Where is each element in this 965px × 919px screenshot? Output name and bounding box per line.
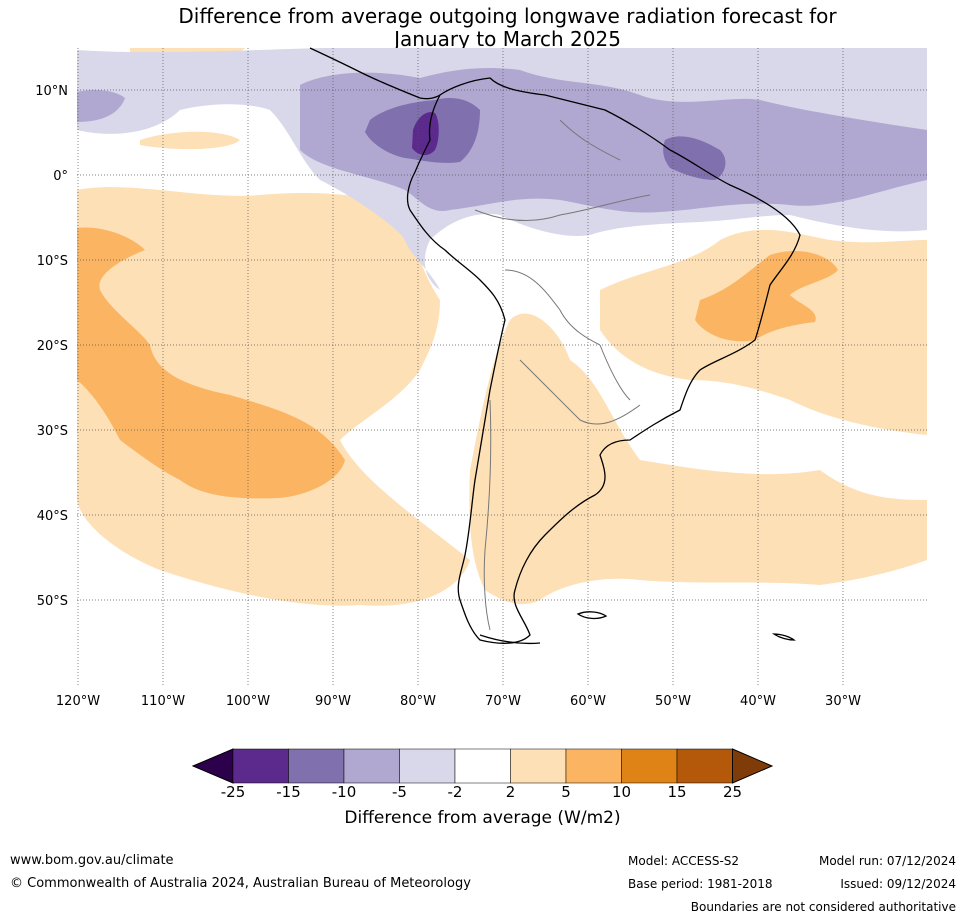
colorbar-bin-10-5 <box>343 748 400 784</box>
colorbar-tick-label: -10 <box>331 783 357 801</box>
colorbar-tick-label: -5 <box>392 783 407 801</box>
base-period: Base period: 1981-2018 <box>628 877 773 891</box>
central-america-coastline <box>309 47 441 100</box>
issued-date: Issued: 09/12/2024 <box>840 877 956 891</box>
lat-label-20s: 20°S <box>37 339 68 354</box>
lat-label-10s: 10°S <box>37 254 68 269</box>
colorbar-extend-low <box>191 748 234 784</box>
colorbar-tick-label: -2 <box>447 783 463 801</box>
lon-label-50w: 50°W <box>655 694 691 709</box>
ocean-positive-anomaly-pale <box>77 187 470 606</box>
website-link[interactable]: www.bom.gov.au/climate <box>10 853 174 868</box>
olr-anomaly-map: 10°N 0° 10°S 20°S 30°S 40°S 50°S 120°W 1… <box>35 47 927 709</box>
continent-positive-anomaly-pale <box>469 313 927 605</box>
colorbar-tick-label: 25 <box>722 783 743 801</box>
colorbar-bin-5-2 <box>399 748 456 784</box>
colorbar-bin-25-15 <box>232 748 289 784</box>
colombia-negative-anomaly-dark <box>412 112 439 156</box>
longitude-labels: 120°W 110°W 100°W 90°W 80°W 70°W 60°W 50… <box>56 694 861 709</box>
colorbar-bin-15-10 <box>288 748 345 784</box>
colorbar-bin-2-2 <box>454 748 511 784</box>
lon-label-40w: 40°W <box>740 694 776 709</box>
lon-label-120w: 120°W <box>56 694 100 709</box>
graticule <box>77 48 927 685</box>
brazil-positive-anomaly-light <box>695 250 838 342</box>
lon-label-90w: 90°W <box>315 694 351 709</box>
country-borders <box>474 119 651 631</box>
colorbar-tick-label: 2 <box>505 783 516 801</box>
amazon-negative-anomaly-mid <box>663 136 726 180</box>
lat-label-0: 0° <box>53 169 68 184</box>
copyright-text: © Commonwealth of Australia 2024, Austra… <box>10 876 471 891</box>
lon-label-70w: 70°W <box>485 694 521 709</box>
colorbar-extend-high <box>732 748 774 784</box>
colorbar-label: Difference from average (W/m2) <box>344 808 621 828</box>
falklands-coastline <box>576 611 608 620</box>
colorbar-tick-label: -25 <box>220 783 246 801</box>
colorbar-tick-label: 10 <box>611 783 632 801</box>
anomaly-fields <box>77 48 927 606</box>
lon-label-80w: 80°W <box>400 694 436 709</box>
lon-label-30w: 30°W <box>825 694 861 709</box>
lon-label-60w: 60°W <box>570 694 606 709</box>
colorbar-tick-label: 5 <box>561 783 571 801</box>
map-title-line1: Difference from average outgoing longwav… <box>178 4 837 28</box>
lat-label-40s: 40°S <box>37 509 68 524</box>
colorbar-bin-5-10 <box>565 748 622 784</box>
lat-label-50s: 50°S <box>37 594 68 609</box>
colorbar-tick-label: -15 <box>276 783 301 801</box>
lon-label-100w: 100°W <box>226 694 270 709</box>
lat-label-30s: 30°S <box>37 424 68 439</box>
colorbar-bin-10-15 <box>621 748 678 784</box>
south-georgia-coastline <box>771 633 796 641</box>
model-name: Model: ACCESS-S2 <box>628 854 740 868</box>
colorbar-tick-label: 15 <box>667 783 687 801</box>
map-title-line2: January to March 2025 <box>394 27 621 51</box>
boundaries-disclaimer: Boundaries are not considered authoritat… <box>690 900 956 914</box>
coastlines <box>309 47 801 645</box>
colorbar-bin-2-5 <box>510 748 567 784</box>
pacific-negative-anomaly-light <box>77 90 125 122</box>
lat-label-10n: 10°N <box>35 84 68 99</box>
model-run-date: Model run: 07/12/2024 <box>818 854 956 868</box>
lon-label-110w: 110°W <box>141 694 185 709</box>
south-america-coastline <box>406 77 801 644</box>
latitude-labels: 10°N 0° 10°S 20°S 30°S 40°S 50°S <box>35 84 68 609</box>
colorbar <box>191 748 774 784</box>
pacific-positive-anomaly-light <box>77 227 345 499</box>
colorbar-bin-15-25 <box>676 748 733 784</box>
pacific-small-positive-anomaly <box>140 131 240 150</box>
tierra-del-fuego-coastline <box>479 634 541 645</box>
